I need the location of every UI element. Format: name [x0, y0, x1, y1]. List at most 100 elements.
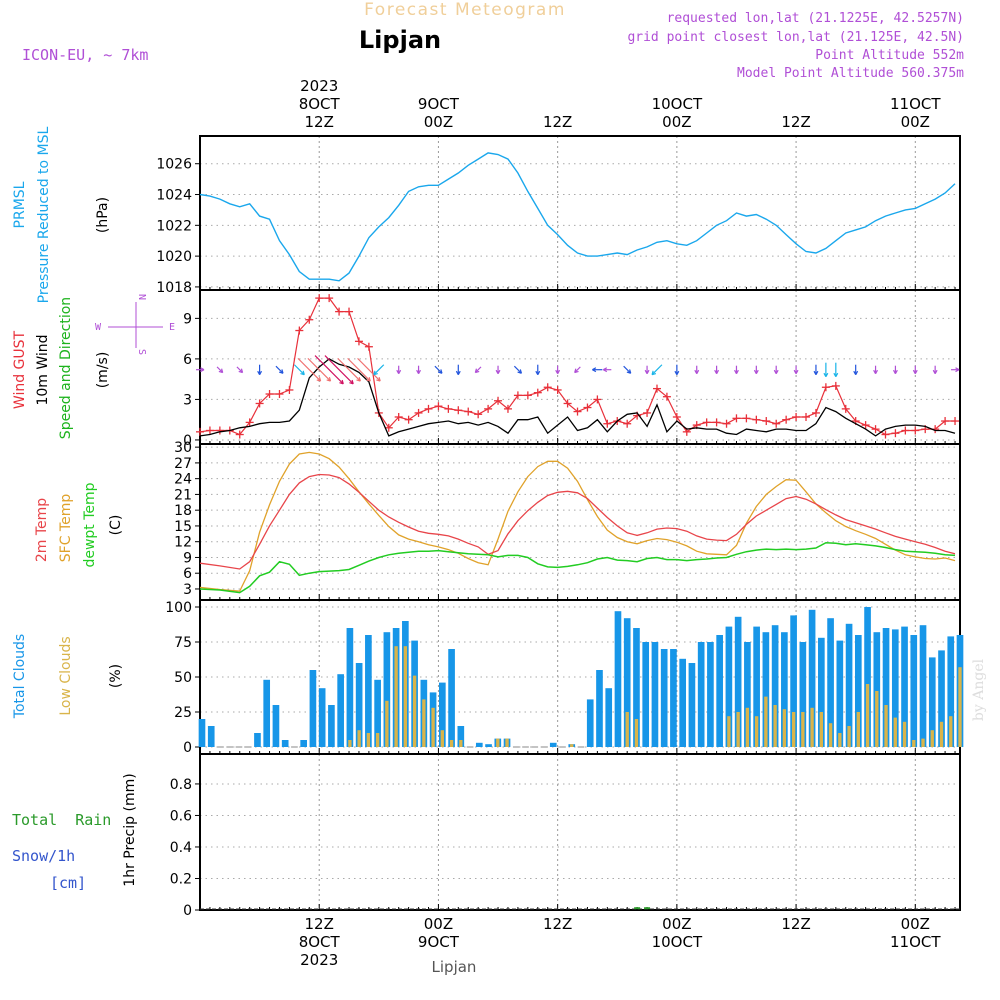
top-time-label: 8OCT: [299, 95, 341, 113]
total-clouds-bar: [771, 625, 779, 747]
precip-ytick-label: 0.8: [170, 777, 192, 793]
top-time-label: 00Z: [662, 113, 691, 131]
low-clouds-bar: [875, 691, 879, 747]
gust-point: [513, 391, 522, 400]
gust-point: [345, 307, 354, 316]
low-clouds-bar: [782, 709, 787, 747]
rain-label: Total Rain: [12, 811, 111, 829]
wind-direction-arrow: [434, 365, 443, 374]
wind-direction-arrow: [196, 367, 205, 373]
low-clouds-bar: [440, 730, 444, 747]
low-clouds-bar: [459, 740, 463, 747]
total-clouds-bar: [938, 650, 945, 747]
total-clouds-bar: [845, 623, 853, 747]
wind-direction-arrow: [674, 364, 680, 375]
gust-point: [891, 429, 900, 438]
tsfc-label: SFC Temp: [58, 494, 74, 563]
precip-unit: 1hr Precip (mm): [122, 773, 138, 886]
total-clouds-bar: [254, 733, 261, 747]
pressure-panel: 1018 1020 1022 1024 1026: [156, 135, 961, 296]
gust-point: [414, 408, 423, 417]
pressure-ytick-label: 1026: [156, 157, 192, 173]
temperature-ytick-label: 15: [174, 519, 192, 535]
total-clouds-bar: [475, 742, 483, 747]
gust-point: [871, 425, 880, 434]
low-clouds-bar: [828, 723, 833, 747]
low-clouds-bar: [865, 684, 870, 747]
panel-side-labels: PRMSL Pressure Reduced to MSL (hPa) Wind…: [12, 126, 175, 892]
gust-point: [782, 415, 791, 424]
low-clouds-bar: [902, 721, 907, 747]
gust-point: [543, 383, 552, 392]
gust-point: [951, 417, 960, 426]
pressure-ytick-label: 1020: [156, 249, 192, 265]
low-clouds-bar: [422, 699, 426, 747]
top-time-label: 9OCT: [418, 95, 460, 113]
app-title: Forecast Meteogram: [364, 0, 566, 20]
temperature-ytick-label: 18: [174, 503, 192, 519]
gust-point: [454, 406, 463, 415]
top-time-label: 12Z: [305, 113, 334, 131]
wind-direction-arrow: [623, 365, 632, 374]
total-clouds-bar: [947, 636, 955, 747]
gust-point: [792, 412, 801, 421]
wind-direction-arrow: [324, 355, 354, 385]
temperature-ytick-label: 9: [183, 550, 192, 566]
grid-point-coords: grid point closest lon,lat (21.125E, 42.…: [627, 30, 964, 45]
rain-bar: [644, 907, 651, 910]
gust-point: [861, 421, 870, 430]
bottom-time-label: 00Z: [424, 915, 453, 933]
total-clouds-bar: [633, 628, 640, 747]
bottom-time-label: 00Z: [662, 915, 691, 933]
gust-point: [742, 414, 751, 423]
precip-ytick-label: 0: [183, 903, 192, 919]
wind-direction-arrow: [912, 365, 918, 374]
dewpt-label: dewpt Temp: [82, 482, 98, 567]
gust-point: [652, 384, 661, 393]
gust-point: [335, 307, 344, 316]
total-clouds-bar: [864, 607, 871, 747]
temperature-ytick-label: 3: [183, 582, 192, 598]
gust-point: [364, 342, 373, 351]
wind-direction-arrow: [416, 365, 422, 374]
total-clouds-bar: [882, 628, 890, 747]
bottom-time-label: 12Z: [781, 915, 810, 933]
gust-point: [802, 412, 811, 421]
gust-point: [295, 326, 304, 335]
low-clouds-bar: [773, 705, 777, 747]
bottom-time-label: 9OCT: [418, 933, 460, 951]
top-time-label: 11OCT: [890, 95, 941, 113]
top-time-label: 00Z: [424, 113, 453, 131]
wind-direction-arrow: [337, 357, 361, 382]
low-clouds-bar: [431, 707, 435, 747]
low-clouds-bar: [847, 726, 851, 747]
total-clouds-label: Total Clouds: [12, 634, 28, 719]
gust-point: [811, 408, 820, 417]
speed-direction-label: Speed and Direction: [58, 297, 74, 439]
gust-point: [235, 430, 244, 439]
wind-direction-arrow: [823, 362, 829, 377]
low-clouds-bar: [930, 730, 934, 747]
gust-point: [732, 414, 741, 423]
gust-point: [315, 294, 324, 303]
pressure-line: [199, 152, 956, 282]
wind-direction-arrow: [474, 366, 482, 374]
bottom-time-label: 8OCT: [299, 933, 341, 951]
gust-point: [384, 423, 393, 432]
total-clouds-bar: [818, 637, 825, 747]
gust-point: [275, 390, 284, 399]
gust-point: [593, 395, 602, 404]
gust-point: [404, 415, 413, 424]
gust-point: [662, 392, 671, 401]
low-clouds-bar: [505, 738, 509, 747]
bottom-time-label: 11OCT: [890, 933, 941, 951]
clouds-ytick-label: 75: [174, 635, 192, 651]
total-clouds-bar: [272, 705, 280, 747]
pressure-ytick-label: 1024: [156, 188, 192, 204]
precip-ytick-label: 0.6: [170, 808, 192, 824]
gust-label: Wind GUST: [12, 330, 28, 409]
total-clouds-bar: [448, 649, 455, 747]
precip-ytick-label: 0.2: [170, 871, 192, 887]
wind-panel: 0 3 6 9: [183, 289, 961, 449]
